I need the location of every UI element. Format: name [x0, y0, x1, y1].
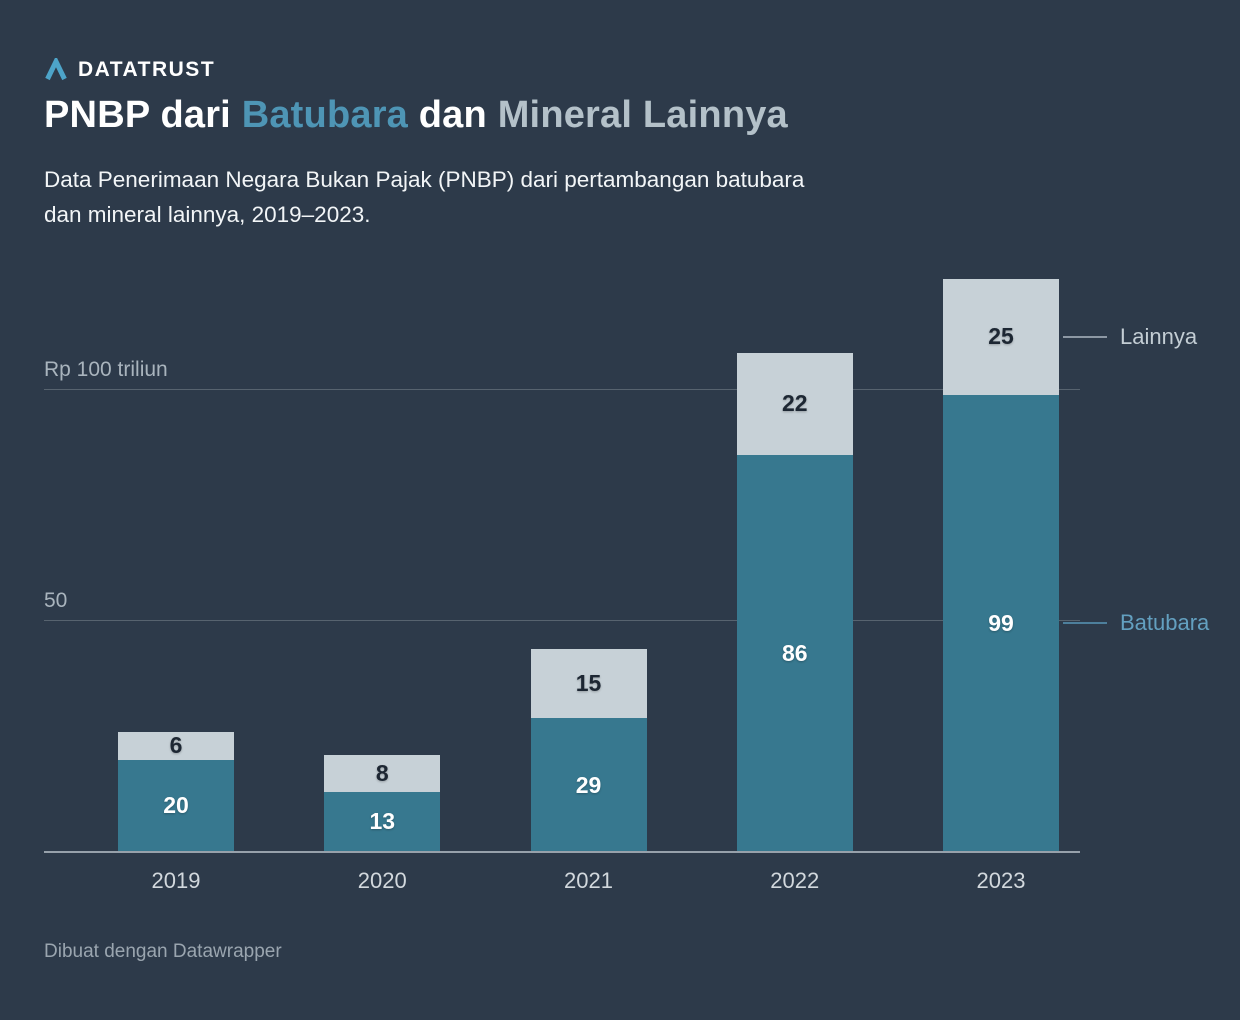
- bar-value-label: 25: [988, 323, 1014, 350]
- bar-value-label: 86: [781, 639, 808, 666]
- bar-value-label: 13: [369, 808, 396, 835]
- y-gridline-label: Rp 100 triliun: [44, 358, 168, 381]
- bar-segment-batubara[interactable]: 99: [943, 394, 1059, 852]
- datatrust-logo-icon: [44, 58, 68, 82]
- y-gridline-label: 50: [44, 589, 68, 612]
- bar-value-label: 22: [781, 390, 808, 417]
- legend-label-batubara: Batubara: [1120, 610, 1210, 636]
- bar-value-label: 99: [988, 609, 1014, 636]
- legend-connector-line: [1063, 622, 1107, 625]
- brand-name: DATATRUST: [78, 58, 216, 81]
- page-title: PNBP dari Batubara dan Mineral Lainnya: [44, 92, 788, 138]
- x-axis-label: 2022: [770, 868, 820, 893]
- bar-segment-lainnya[interactable]: 6: [118, 731, 234, 760]
- bar-value-label: 6: [169, 732, 183, 759]
- legend-connector-line: [1063, 335, 1107, 338]
- y-gridline: [44, 620, 1080, 621]
- bar-segment-lainnya[interactable]: 25: [943, 279, 1059, 395]
- chart-description: Data Penerimaan Negara Bukan Pajak (PNBP…: [44, 167, 805, 227]
- bar-value-label: 20: [163, 792, 189, 819]
- bar-segment-lainnya[interactable]: 22: [736, 353, 853, 455]
- bar-segment-batubara[interactable]: 13: [324, 791, 441, 852]
- x-axis-label: 2021: [564, 868, 613, 893]
- title-part: Mineral Lainnya: [497, 94, 788, 136]
- legend-label-lainnya: Lainnya: [1120, 323, 1198, 349]
- credit-link[interactable]: Dibuat dengan Datawrapper: [44, 941, 282, 962]
- x-axis-label: 2020: [357, 868, 407, 893]
- bar-value-label: 15: [575, 669, 602, 696]
- x-axis-label: 2023: [976, 868, 1026, 893]
- title-part: PNBP dari: [44, 94, 242, 136]
- bar-segment-batubara[interactable]: 86: [736, 454, 853, 852]
- y-gridline: [44, 389, 1080, 390]
- x-axis-line: [44, 851, 1080, 853]
- bar-segment-lainnya[interactable]: 8: [324, 755, 441, 792]
- title-part: dan: [408, 94, 498, 136]
- brand: DATATRUST: [44, 58, 215, 82]
- bar-segment-batubara[interactable]: 20: [118, 759, 234, 852]
- bar-value-label: 8: [375, 759, 389, 786]
- bar-segment-lainnya[interactable]: 15: [530, 648, 647, 719]
- stacked-bar-chart: Rp 100 triliun 50 20 6 2019 13 8 2020 29 15 2021 86…: [44, 255, 1209, 893]
- title-part: Batubara: [241, 94, 409, 136]
- bar-value-label: 29: [575, 771, 602, 798]
- x-axis-label: 2019: [151, 868, 201, 893]
- bar-segment-batubara[interactable]: 29: [530, 718, 647, 852]
